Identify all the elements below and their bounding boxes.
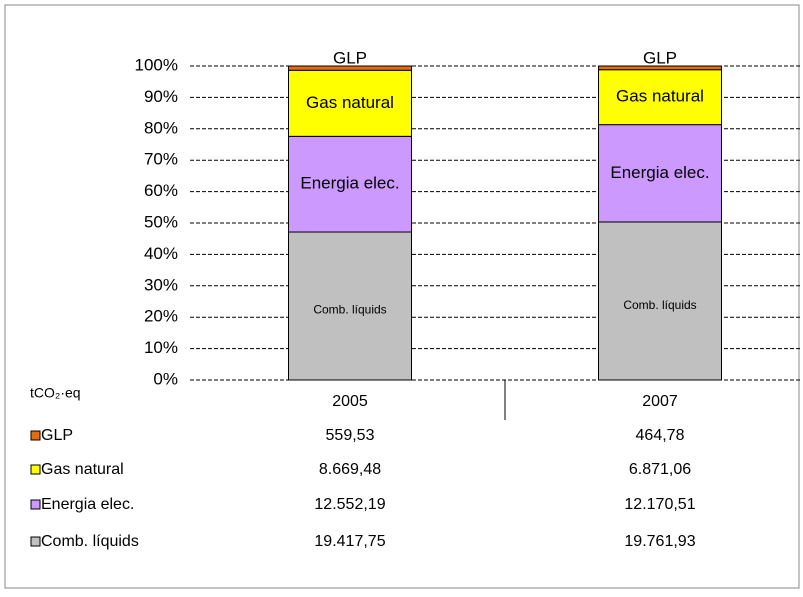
segment-label: GLP — [333, 48, 367, 67]
y-tick-label: 30% — [144, 275, 178, 294]
table-value: 6.871,06 — [629, 461, 691, 478]
segment-label: Gas natural — [616, 87, 704, 106]
table-value: 12.170,51 — [624, 496, 695, 513]
x-tick-label: 2005 — [332, 393, 368, 410]
legend-swatch — [30, 536, 41, 547]
legend-swatch — [30, 464, 41, 475]
x-tick-label: 2007 — [642, 393, 678, 410]
bar-segment — [288, 231, 412, 381]
segment-label: GLP — [643, 48, 677, 67]
y-tick-label: 40% — [144, 244, 178, 263]
bar-segment — [598, 65, 722, 71]
y-tick-label: 10% — [144, 338, 178, 357]
bar-segment — [288, 69, 412, 137]
table-value: 12.552,19 — [314, 496, 385, 513]
legend-label: Comb. líquids — [41, 533, 139, 550]
y-tick-label: 80% — [144, 118, 178, 137]
y-tick-label: 70% — [144, 150, 178, 169]
segment-label: Gas natural — [306, 93, 394, 112]
y-tick-label: 100% — [135, 55, 178, 74]
segment-label: Energia elec. — [300, 174, 399, 193]
y-tick-label: 20% — [144, 307, 178, 326]
y-tick-label: 50% — [144, 212, 178, 231]
table-value: 464,78 — [636, 427, 685, 444]
table-unit: tCO₂·eq — [30, 385, 81, 401]
legend-label: GLP — [41, 427, 73, 444]
legend-label: Energia elec. — [41, 496, 134, 513]
table-value: 19.761,93 — [624, 533, 695, 550]
table-value: 559,53 — [326, 427, 375, 444]
bar-segment — [598, 69, 722, 126]
bar-segment — [598, 221, 722, 381]
y-tick-label: 60% — [144, 181, 178, 200]
table-value: 19.417,75 — [314, 533, 385, 550]
y-tick-label: 0% — [153, 369, 178, 388]
legend-swatch — [30, 430, 41, 441]
segment-label: Comb. líquids — [313, 303, 386, 317]
segment-label: Energia elec. — [610, 163, 709, 182]
y-tick-label: 90% — [144, 87, 178, 106]
legend-swatch — [30, 499, 41, 510]
table-value: 8.669,48 — [319, 461, 381, 478]
segment-label: Comb. líquids — [623, 298, 696, 312]
bar-segment — [288, 65, 412, 71]
legend-label: Gas natural — [41, 461, 124, 478]
bar-segment — [598, 124, 722, 223]
